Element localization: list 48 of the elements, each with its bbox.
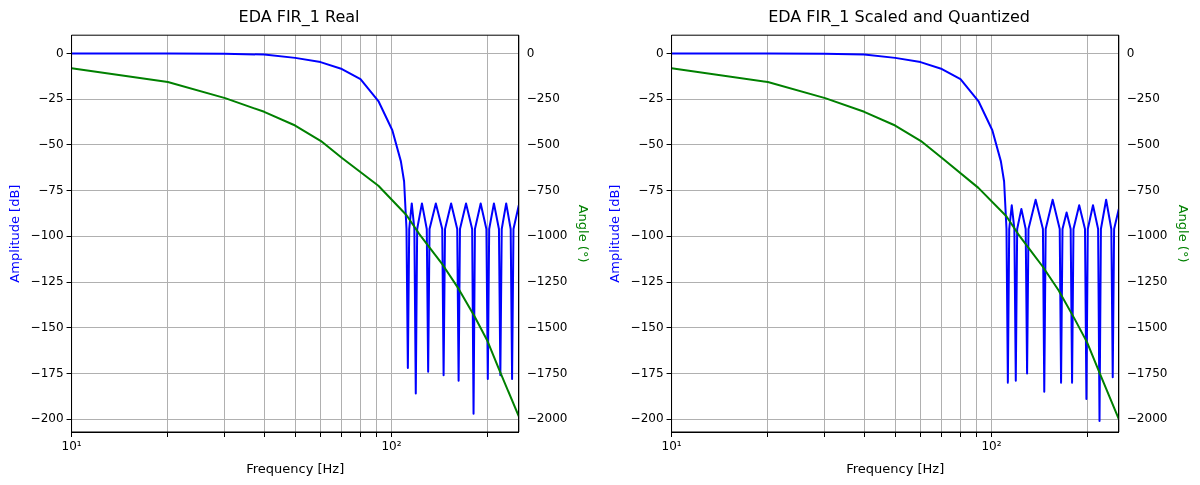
y2-tick-label: 0 bbox=[1126, 45, 1135, 60]
x-axis-title: Frequency [Hz] bbox=[246, 460, 345, 476]
y2-tick-label: −250 bbox=[1126, 91, 1160, 106]
y-tick-label: −150 bbox=[30, 319, 64, 334]
y-tick-label: −25 bbox=[638, 91, 664, 106]
y2-tick-label: −750 bbox=[526, 182, 560, 197]
y2-tick-label: −1750 bbox=[526, 365, 568, 380]
y-axis-title: Amplitude [dB] bbox=[7, 184, 23, 283]
y-tick-label: −100 bbox=[30, 228, 64, 243]
y2-tick-label: −2000 bbox=[526, 411, 568, 426]
y-tick-label: −50 bbox=[638, 137, 664, 152]
y2-tick-label: −2000 bbox=[1126, 411, 1168, 426]
y-tick-label: 0 bbox=[655, 45, 664, 60]
y-tick-label: −150 bbox=[630, 319, 664, 334]
x-tick-label: 10² bbox=[381, 439, 402, 454]
y2-axis-title: Angle (°) bbox=[575, 204, 591, 263]
x-axis-title: Frequency [Hz] bbox=[846, 460, 945, 476]
y2-tick-label: −1500 bbox=[526, 319, 568, 334]
x-tick-label: 10¹ bbox=[61, 439, 82, 454]
y2-tick-label: −1750 bbox=[1126, 365, 1168, 380]
y2-tick-label: −1250 bbox=[1126, 274, 1168, 289]
y-tick-label: −50 bbox=[38, 137, 64, 152]
y2-axis-title: Angle (°) bbox=[1175, 204, 1191, 263]
y2-tick-label: −500 bbox=[526, 137, 560, 152]
x-tick-label: 10¹ bbox=[661, 439, 682, 454]
chart-title: EDA FIR_1 Real bbox=[238, 6, 360, 27]
y2-tick-label: −1250 bbox=[526, 274, 568, 289]
y2-tick-label: 0 bbox=[526, 45, 535, 60]
y-tick-label: −200 bbox=[30, 411, 64, 426]
y2-tick-label: −1500 bbox=[1126, 319, 1168, 334]
y-tick-label: −75 bbox=[638, 182, 664, 197]
y2-tick-label: −1000 bbox=[526, 228, 568, 243]
x-tick-label: 10² bbox=[981, 439, 1002, 454]
y-tick-label: −25 bbox=[38, 91, 64, 106]
y2-tick-label: −1000 bbox=[1126, 228, 1168, 243]
y-tick-label: −200 bbox=[630, 411, 664, 426]
y-tick-label: 0 bbox=[55, 45, 64, 60]
y-axis-title: Amplitude [dB] bbox=[607, 184, 623, 283]
y-tick-label: −125 bbox=[630, 274, 664, 289]
y-tick-label: −175 bbox=[30, 365, 64, 380]
y-tick-label: −75 bbox=[38, 182, 64, 197]
y-tick-label: −125 bbox=[30, 274, 64, 289]
y2-tick-label: −750 bbox=[1126, 182, 1160, 197]
y-tick-label: −100 bbox=[630, 228, 664, 243]
y2-tick-label: −250 bbox=[526, 91, 560, 106]
y-tick-label: −175 bbox=[630, 365, 664, 380]
y2-tick-label: −500 bbox=[1126, 137, 1160, 152]
chart-title: EDA FIR_1 Scaled and Quantized bbox=[768, 6, 1030, 27]
